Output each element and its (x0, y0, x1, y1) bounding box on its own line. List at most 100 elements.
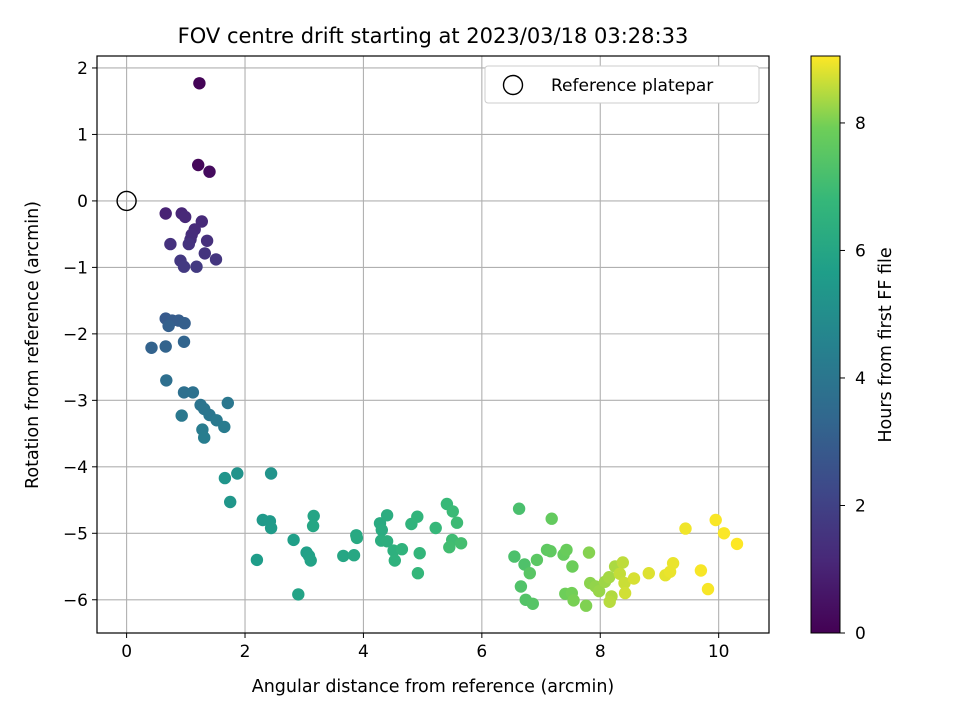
data-point (203, 165, 216, 178)
plot-frame (96, 55, 770, 634)
x-axis-label: Angular distance from reference (arcmin) (252, 677, 615, 697)
data-point (508, 550, 521, 563)
data-point (162, 319, 175, 333)
y-tick-label: −3 (63, 391, 88, 411)
chart-title: FOV centre drift starting at 2023/03/18 … (178, 24, 689, 48)
data-point (411, 510, 424, 523)
data-point (709, 513, 722, 527)
data-point (395, 543, 409, 556)
data-point (413, 547, 426, 560)
data-point (663, 565, 677, 578)
data-point (429, 521, 442, 535)
data-point (250, 553, 264, 567)
y-axis-label: Rotation from reference (arcmin) (23, 201, 43, 489)
data-point (179, 210, 192, 224)
data-point (193, 77, 206, 90)
data-point (306, 519, 320, 533)
colorbar-tick-label: 8 (855, 114, 866, 134)
x-tick-label: 4 (358, 642, 369, 662)
data-point (164, 237, 177, 251)
data-point (566, 560, 579, 573)
x-axis-ticks: 0 2 4 6 8 10 (121, 633, 729, 662)
data-point (186, 386, 200, 399)
data-point (192, 158, 205, 172)
data-point (603, 595, 616, 608)
colorbar-ticks: 0 2 4 6 8 (840, 114, 866, 644)
data-point (694, 564, 708, 577)
data-point (177, 260, 191, 273)
y-tick-label: 0 (77, 192, 88, 212)
data-point (347, 549, 361, 562)
data-point (560, 543, 573, 557)
data-point (618, 576, 631, 590)
data-point (717, 527, 731, 540)
data-point (218, 420, 231, 434)
colorbar (810, 55, 841, 634)
colorbar-label: Hours from first FF file (876, 247, 896, 442)
data-point (307, 509, 320, 523)
colorbar-tick-label: 6 (855, 241, 866, 261)
data-point (530, 553, 544, 567)
data-point (544, 545, 557, 558)
data-point (264, 467, 278, 480)
data-point (579, 599, 593, 612)
colorbar-tick-label: 0 (855, 624, 866, 644)
data-point (304, 554, 317, 567)
data-point (618, 586, 632, 600)
data-point (545, 512, 558, 525)
data-point (454, 537, 468, 550)
reference-platepar-marker (116, 190, 137, 212)
data-point (526, 597, 539, 610)
data-point (337, 549, 350, 563)
y-tick-label: 1 (77, 125, 88, 145)
data-point (602, 571, 616, 584)
data-point (160, 374, 173, 387)
data-point (178, 317, 191, 330)
data-point (177, 335, 191, 348)
data-point (514, 580, 528, 593)
data-point (613, 567, 626, 580)
data-point (209, 253, 223, 266)
data-point (200, 234, 214, 247)
data-point (642, 567, 655, 580)
data-point (388, 554, 401, 567)
data-point (582, 546, 596, 559)
data-point (198, 431, 211, 444)
x-tick-label: 8 (595, 642, 606, 662)
x-tick-label: 6 (476, 642, 487, 662)
data-point (145, 341, 158, 354)
grid-lines (97, 56, 769, 633)
data-point (287, 533, 300, 547)
data-point (380, 509, 394, 522)
data-point (411, 567, 425, 580)
y-tick-label: −1 (63, 258, 88, 278)
legend-box (484, 65, 760, 104)
data-point (218, 471, 232, 485)
data-point (616, 556, 629, 569)
x-tick-label: 2 (240, 642, 251, 662)
data-point (177, 386, 191, 399)
data-point (592, 584, 606, 598)
data-point (159, 207, 172, 220)
legend: Reference platepar (484, 65, 760, 104)
data-point (292, 588, 305, 601)
data-point (231, 467, 244, 480)
data-point (679, 522, 692, 535)
data-point (446, 505, 459, 518)
data-point (380, 535, 394, 548)
x-tick-label: 0 (121, 642, 132, 662)
legend-entry-label: Reference platepar (551, 76, 713, 96)
data-point (175, 409, 188, 422)
y-tick-label: −4 (63, 458, 88, 478)
y-tick-label: −2 (63, 325, 88, 345)
data-point (350, 531, 364, 545)
data-point (182, 237, 195, 251)
data-points (145, 77, 744, 612)
data-point (221, 396, 234, 410)
data-point (512, 502, 526, 515)
data-point (730, 537, 744, 551)
y-tick-label: −5 (63, 524, 88, 544)
data-point (195, 215, 208, 228)
colorbar-tick-label: 4 (855, 369, 866, 389)
